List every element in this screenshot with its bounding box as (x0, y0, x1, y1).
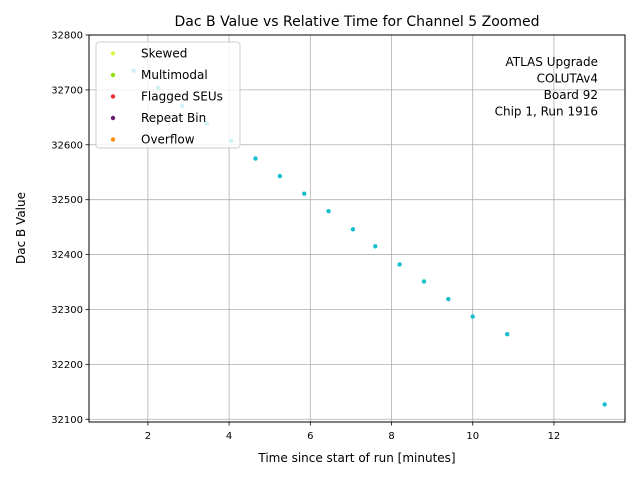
legend: Skewed Multimodal Flagged SEUs Repeat Bin Ov… (95, 41, 241, 149)
legend-label: Overflow (141, 133, 195, 147)
y-tick-label: 32100 (51, 415, 83, 426)
y-tick-label: 32700 (51, 85, 83, 96)
y-tick-label: 32400 (51, 250, 83, 261)
y-tick-label: 32800 (51, 31, 83, 42)
data-point (602, 402, 607, 407)
annotation-line: Board 92 (544, 88, 598, 102)
data-point (277, 173, 283, 179)
annotation-line: COLUTAv4 (537, 72, 598, 86)
axis-ticks: 2 4 6 8 10 12 32100 32200 32300 32400 32500 32600 32… (51, 31, 560, 443)
data-point (350, 227, 356, 232)
legend-label: Skewed (141, 47, 187, 61)
data-point (505, 331, 510, 337)
annotation-line: Chip 1, Run 1916 (495, 105, 598, 119)
x-tick-label: 10 (466, 431, 479, 442)
legend-marker (110, 51, 116, 56)
data-point (446, 296, 451, 302)
data-point (373, 244, 378, 249)
x-tick-label: 8 (388, 431, 394, 442)
data-point (253, 156, 258, 161)
legend-marker (110, 94, 116, 99)
legend-label: Repeat Bin (141, 111, 206, 125)
data-point (326, 209, 331, 214)
y-tick-label: 32200 (51, 360, 83, 371)
chart-title: Dac B Value vs Relative Time for Channel… (175, 14, 540, 30)
x-tick-label: 2 (145, 431, 151, 442)
data-point (421, 279, 427, 284)
x-tick-label: 12 (548, 431, 561, 442)
x-axis-label: Time since start of run [minutes] (257, 451, 455, 465)
y-tick-label: 32300 (51, 305, 83, 316)
legend-label: Flagged SEUs (141, 90, 223, 104)
legend-marker (110, 72, 116, 78)
legend-box (95, 41, 241, 149)
x-tick-label: 4 (226, 431, 232, 442)
data-point (302, 191, 307, 196)
y-tick-label: 32500 (51, 195, 83, 206)
legend-label: Multimodal (141, 68, 208, 82)
plot-frame (88, 34, 626, 423)
data-point (397, 262, 402, 267)
annotation-line: ATLAS Upgrade (505, 55, 598, 69)
data-point (470, 314, 475, 319)
x-tick-label: 6 (307, 431, 313, 442)
legend-marker (110, 137, 116, 142)
legend-marker (110, 115, 116, 121)
run-annotation: ATLAS Upgrade COLUTAv4 Board 92 Chip 1, Run… (495, 55, 598, 119)
y-axis-label: Dac B Value (14, 192, 28, 264)
y-tick-label: 32600 (51, 140, 83, 151)
